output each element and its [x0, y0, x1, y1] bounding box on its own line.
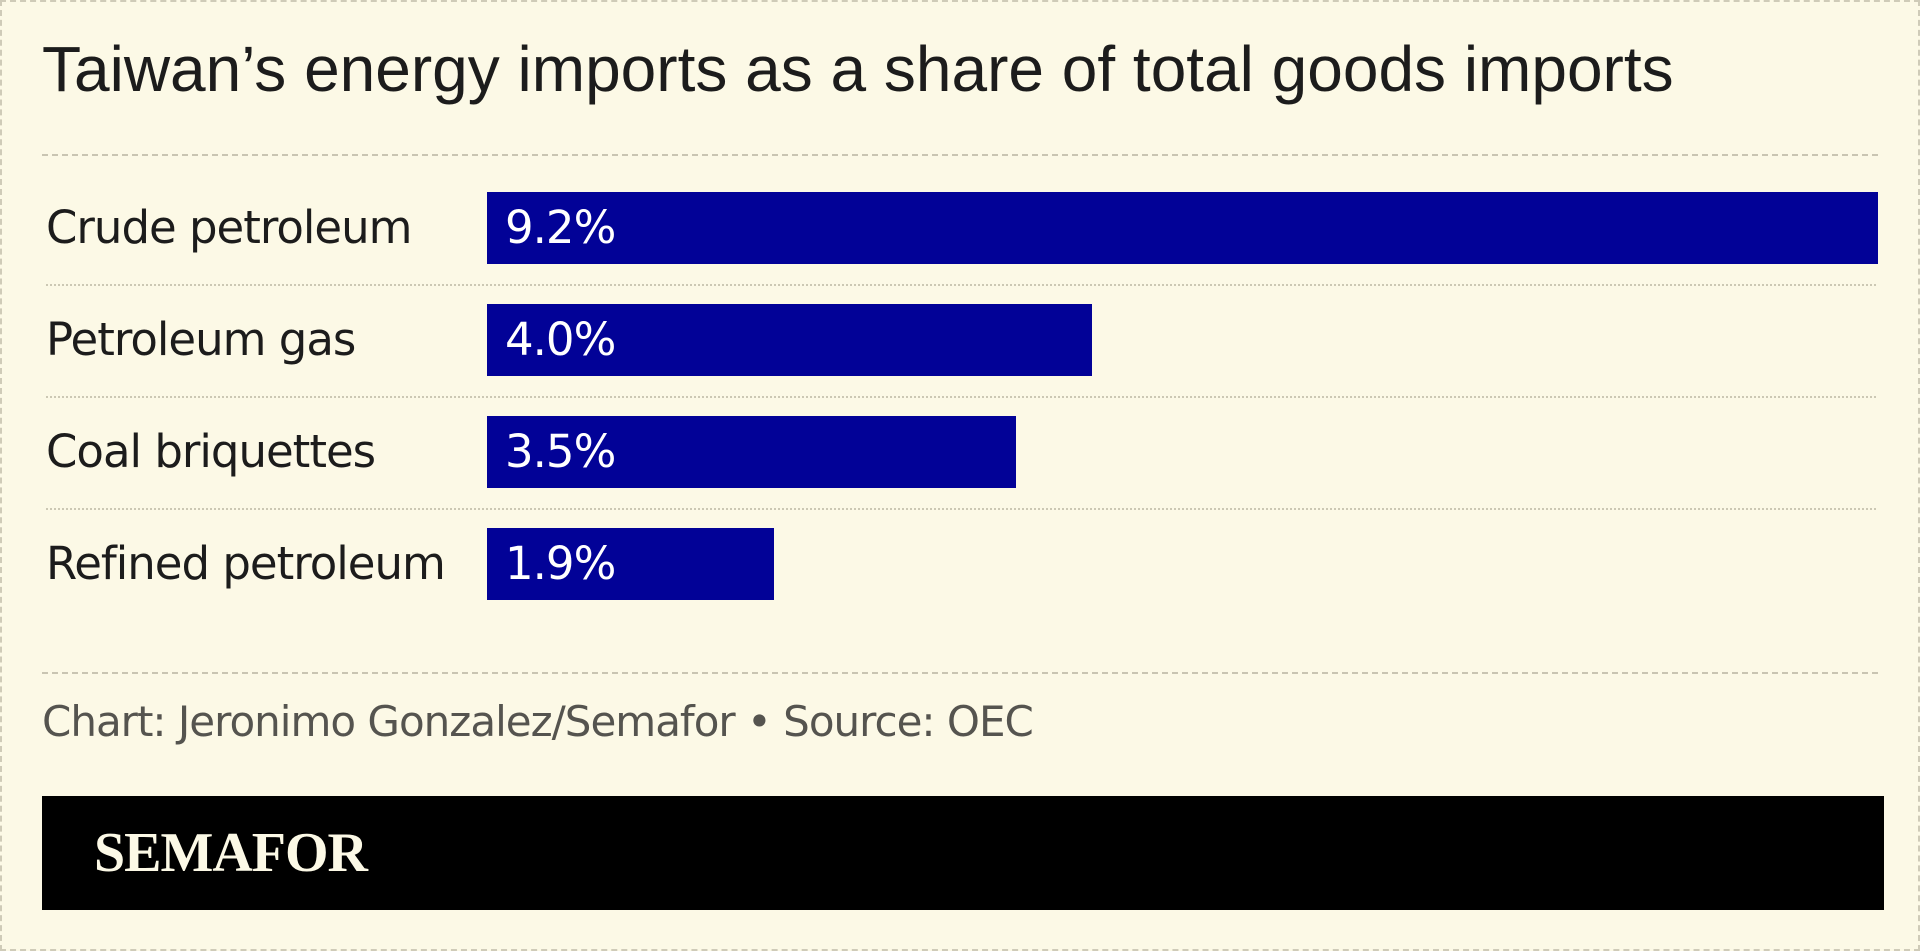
- bar: [487, 192, 1878, 264]
- row-separator: [46, 396, 1876, 398]
- bottom-divider: [42, 672, 1878, 674]
- chart-credit: Chart: Jeronimo Gonzalez/Semafor • Sourc…: [42, 697, 1034, 746]
- bar-value-label: 3.5%: [505, 425, 616, 478]
- category-label: Petroleum gas: [46, 313, 356, 366]
- chart-title: Taiwan’s energy imports as a share of to…: [42, 33, 1674, 105]
- bar: [487, 528, 774, 600]
- row-separator: [46, 284, 1876, 286]
- bar-value-label: 4.0%: [505, 313, 616, 366]
- category-label: Coal briquettes: [46, 425, 376, 478]
- category-label: Crude petroleum: [46, 201, 412, 254]
- bar: [487, 416, 1016, 488]
- bar-value-label: 1.9%: [505, 537, 616, 590]
- top-divider: [42, 154, 1878, 156]
- category-label: Refined petroleum: [46, 537, 446, 590]
- bar-value-label: 9.2%: [505, 201, 616, 254]
- brand-bar: SEMAFOR: [42, 796, 1884, 910]
- bar: [487, 304, 1092, 376]
- row-separator: [46, 508, 1876, 510]
- semafor-logo: SEMAFOR: [94, 822, 368, 884]
